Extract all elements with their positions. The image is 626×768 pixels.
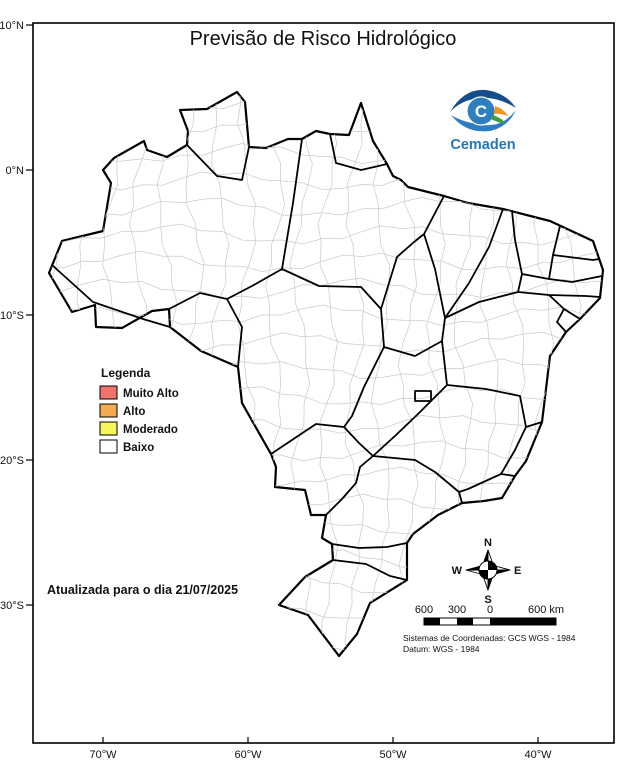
update-note: Atualizada para o dia 21/07/2025: [47, 583, 238, 597]
page-title: Previsão de Risco Hidrológico: [190, 28, 457, 50]
compass-quadrant-icon: [488, 561, 497, 570]
attribution: Sistemas de Coordenadas: GCS WGS - 1984 …: [403, 633, 576, 654]
attribution-line2: Datum: WGS - 1984: [403, 644, 480, 654]
lat-label: 10°S: [0, 310, 24, 322]
municipal-boundary-line: [370, 92, 392, 656]
state-border-lines: [51, 133, 603, 581]
compass-quadrant-icon: [479, 570, 488, 579]
municipal-boundary-line: [49, 92, 603, 110]
legend-swatch-alto: [99, 403, 118, 418]
map-frame: [32, 22, 615, 744]
lon-label: 50°W: [379, 749, 407, 761]
distrito-federal-border: [414, 390, 432, 402]
compass-e-label: E: [514, 565, 521, 577]
latitude-axis: 10°N 0°N 10°S 20°S 30°S: [0, 20, 33, 612]
logo-green-swoosh-icon: [491, 115, 506, 124]
lat-label: 20°S: [0, 455, 24, 467]
municipal-boundary-line: [75, 92, 96, 656]
lon-label: 70°W: [89, 749, 117, 761]
legend-label: Baixo: [123, 442, 154, 454]
municipal-boundary-line: [562, 92, 582, 656]
scale-label: 600 km: [528, 604, 564, 616]
municipal-boundary-line: [49, 196, 602, 219]
logo-eye-lower-icon: [451, 110, 516, 132]
scale-bar-segment: [424, 618, 440, 625]
lon-label: 60°W: [234, 749, 262, 761]
scale-bar: 600 300 0 600 km: [415, 604, 564, 626]
logo-c-letter: C: [475, 102, 487, 121]
legend-swatch-moderado: [99, 421, 118, 436]
legend-label: Alto: [123, 406, 145, 418]
compass-w-label: W: [452, 565, 463, 577]
lon-label: 40°W: [524, 749, 552, 761]
municipal-boundary-line: [49, 304, 603, 326]
municipal-boundary-line: [587, 92, 603, 656]
scale-label: 600: [415, 604, 433, 616]
logo-wordmark: Cemaden: [450, 137, 515, 153]
municipal-boundary-line: [317, 92, 339, 656]
legend-swatch-baixo: [99, 439, 118, 454]
compass-rose: N S W E: [452, 537, 522, 606]
legend: Legenda Muito Alto Alto Moderado Baixo: [99, 366, 179, 454]
logo-eye-upper-icon: [450, 89, 516, 112]
compass-n-label: N: [484, 537, 492, 549]
state-borders: [51, 133, 603, 581]
municipal-boundary-line: [49, 250, 601, 272]
scale-label: 0: [487, 604, 493, 616]
longitude-axis: 70°W 60°W 50°W 40°W: [89, 737, 552, 761]
legend-label: Moderado: [123, 424, 178, 436]
legend-label: Muito Alto: [123, 388, 179, 400]
legend-swatch-muito-alto: [99, 385, 118, 400]
lat-label: 30°S: [0, 600, 24, 612]
legend-title: Legenda: [101, 366, 151, 380]
compass-s-label: S: [484, 594, 491, 606]
municipal-boundary-line: [344, 92, 365, 656]
logo-orange-swoosh-icon: [494, 106, 508, 116]
country-outline: [47, 90, 605, 658]
municipal-boundary-line: [49, 92, 70, 656]
scale-bar-segment: [490, 618, 556, 625]
lat-label: 10°N: [0, 20, 24, 32]
lat-label: 0°N: [6, 165, 25, 177]
scale-bar-segment: [457, 618, 473, 625]
cemaden-logo: C Cemaden: [450, 89, 516, 153]
attribution-line1: Sistemas de Coordenadas: GCS WGS - 1984: [403, 633, 576, 643]
municipal-boundary-line: [49, 223, 603, 246]
scale-label: 300: [448, 604, 466, 616]
